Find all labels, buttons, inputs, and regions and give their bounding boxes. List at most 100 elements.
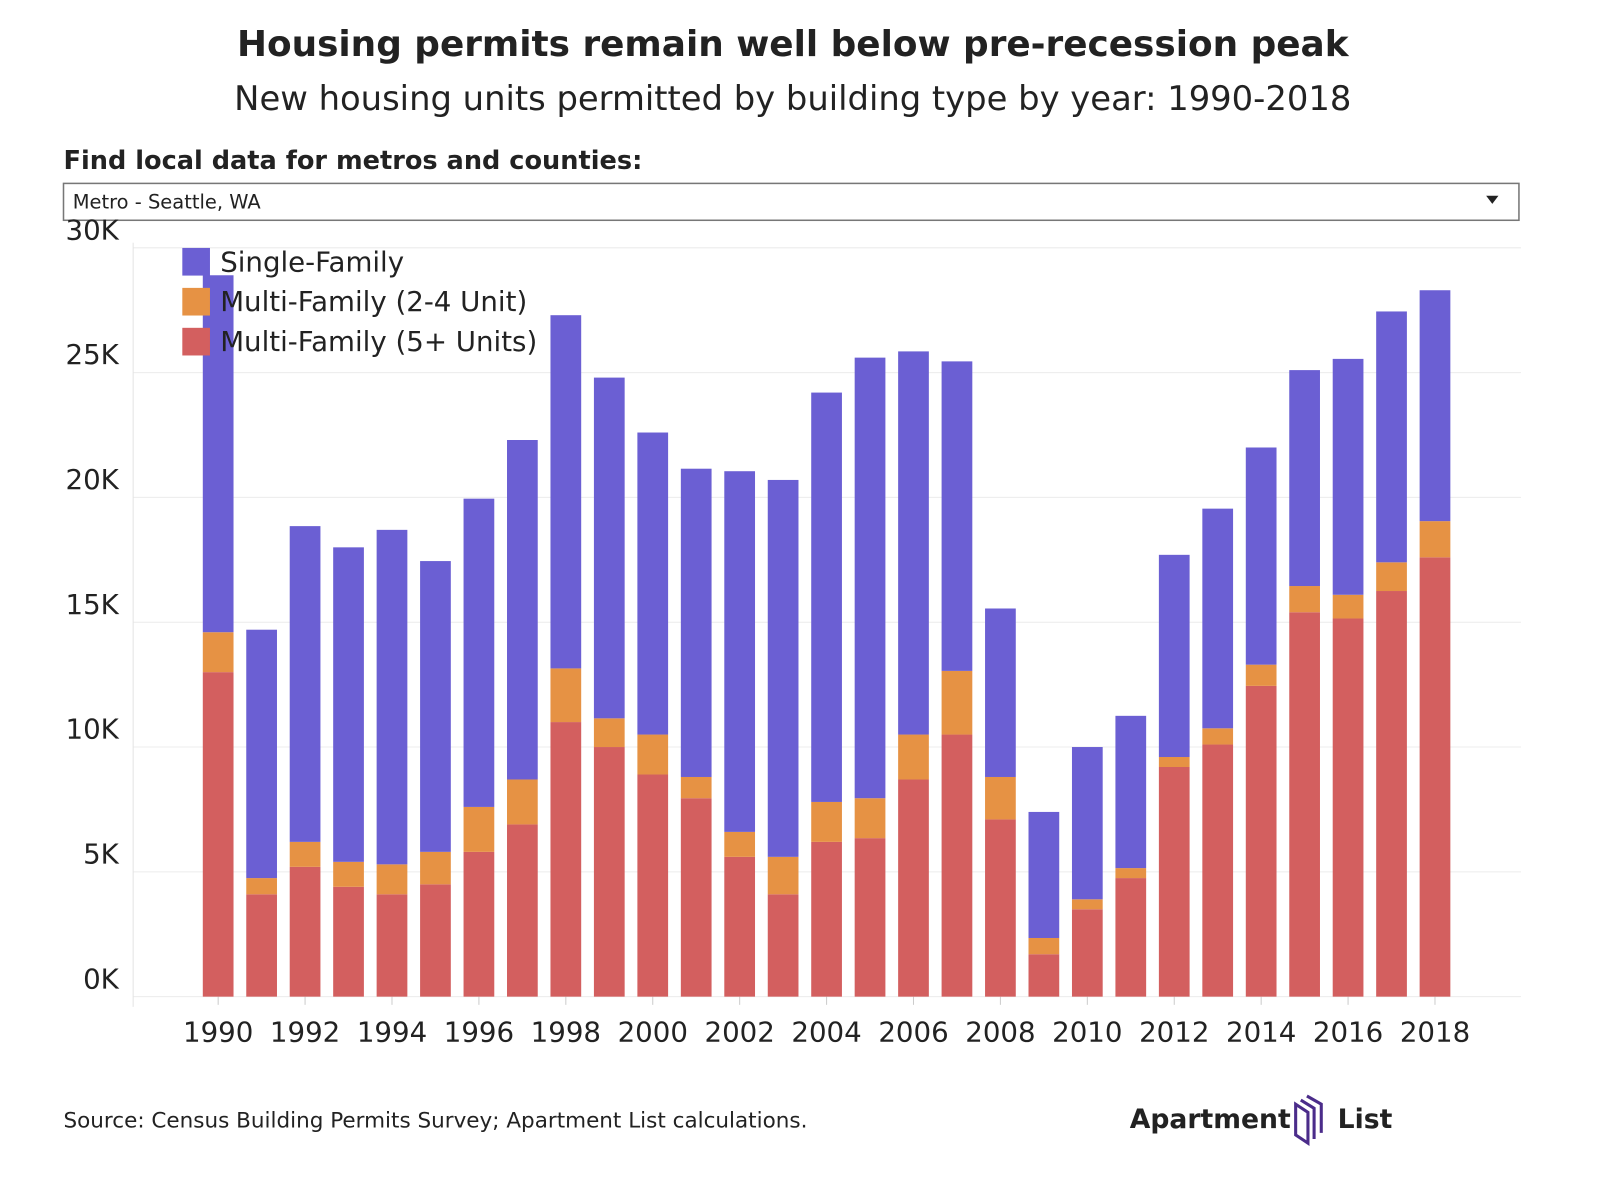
bar-segment [637,432,669,735]
bar-segment [724,831,756,857]
bar-segment [1115,868,1147,879]
bar-segment [811,801,842,842]
legend-swatch [182,247,210,276]
bar-segment [724,471,756,832]
logo-text: Apartment [1130,1104,1291,1135]
y-tick-label: 0K [83,962,120,995]
bar-segment [767,894,799,997]
dropdown-value[interactable]: Metro - Seattle, WA [73,190,262,213]
bar-segment [507,440,538,780]
bar-segment [463,806,495,852]
bar-segment [1289,612,1320,997]
bar-segment [985,819,1016,997]
bar-segment [1376,311,1407,563]
bar-segment [289,866,321,997]
bar-segment [1115,878,1147,997]
bar-segment [376,864,408,895]
bar-segment [550,722,582,997]
x-tick-label: 2000 [618,1016,688,1049]
bar-segment [550,668,582,723]
x-tick-label: 2018 [1400,1016,1470,1049]
logo-icon [1294,1094,1323,1146]
bar-segment [898,779,929,997]
bar-segment [1419,290,1451,522]
bar-segment [985,608,1016,777]
bar-segment [550,315,582,669]
logo-text: List [1338,1104,1393,1135]
bar-segment [1419,557,1451,997]
bar-segment [680,468,712,777]
bar-segment [1158,757,1190,767]
dropdown-arrow[interactable] [1486,195,1499,204]
bar-segment [333,886,364,997]
x-tick-label: 2002 [704,1016,774,1049]
bar-segment [985,776,1016,820]
filter-label: Find local data for metros and counties: [64,146,643,176]
bar-segment [1202,728,1234,745]
bar-segment [1202,744,1234,997]
legend-label: Multi-Family (5+ Units) [220,325,537,358]
chart-subtitle: New housing units permitted by building … [234,79,1351,118]
x-tick-label: 1998 [531,1016,601,1049]
bar-segment [898,351,929,735]
logo: Apartment List [1130,1094,1393,1146]
bar-segment [1158,766,1190,997]
x-tick-label: 2006 [878,1016,948,1049]
bar-segment [1419,521,1451,558]
bar-segment [1071,747,1103,900]
bar-segment [593,377,625,719]
bar-segment [333,861,364,887]
y-tick-label: 30K [65,213,119,246]
bar-segment [463,851,495,997]
bar-segment [1071,899,1103,910]
legend-swatch [182,287,210,316]
bar-segment [1289,370,1320,587]
bar-segment [507,824,538,997]
bar-segment [1289,586,1320,613]
x-tick-label: 2016 [1313,1016,1383,1049]
bar-segment [289,526,321,842]
bar-segment [1376,562,1407,592]
bar-segment [1332,618,1364,997]
bar-segment [1332,594,1364,619]
dropdown[interactable]: Metro - Seattle, WA [62,182,1520,222]
bar-segment [246,629,277,879]
bar-segment [1158,554,1190,758]
x-tick-label: 1990 [183,1016,253,1049]
bar-segment [420,851,451,885]
bar-segment [1245,685,1277,997]
legend-swatch [182,327,210,356]
bar-segment [420,561,451,852]
bar-segment [463,498,495,807]
bar-segment [811,392,842,802]
bar-segment [333,547,364,862]
y-tick-label: 10K [65,713,119,746]
bar-segment [246,878,277,895]
source: Source: Census Building Permits Survey; … [64,1109,808,1134]
bar-segment [637,734,669,775]
x-tick-label: 2010 [1052,1016,1122,1049]
bar-segment [202,672,234,997]
bar-segment [941,734,973,997]
y-tick-label: 25K [65,338,119,371]
bar-segment [767,479,799,857]
bar-segment [1376,591,1407,997]
bar-segment [854,798,886,839]
bar-segment [941,361,973,671]
y-tick-label: 20K [65,463,119,496]
bar-segment [1028,937,1060,955]
plot: 0K 5K 10K 15K 20K 25K 30K 1990 1992 1994 1996 1998 2… [65,213,1521,1049]
dropdown-box[interactable] [62,182,1520,222]
y-tick-label: 15K [65,588,119,621]
legend-label: Single-Family [220,245,404,278]
bar-segment [507,779,538,825]
bar-segment [811,841,842,997]
bar-segment [724,856,756,997]
x-tick-label: 2004 [791,1016,861,1049]
legend-label: Multi-Family (2-4 Unit) [220,285,527,318]
x-tick-label: 2014 [1226,1016,1296,1049]
bar-segment [767,856,799,895]
bar-segment [637,774,669,997]
bar-segment [941,670,973,735]
x-tick-label: 1994 [357,1016,427,1049]
